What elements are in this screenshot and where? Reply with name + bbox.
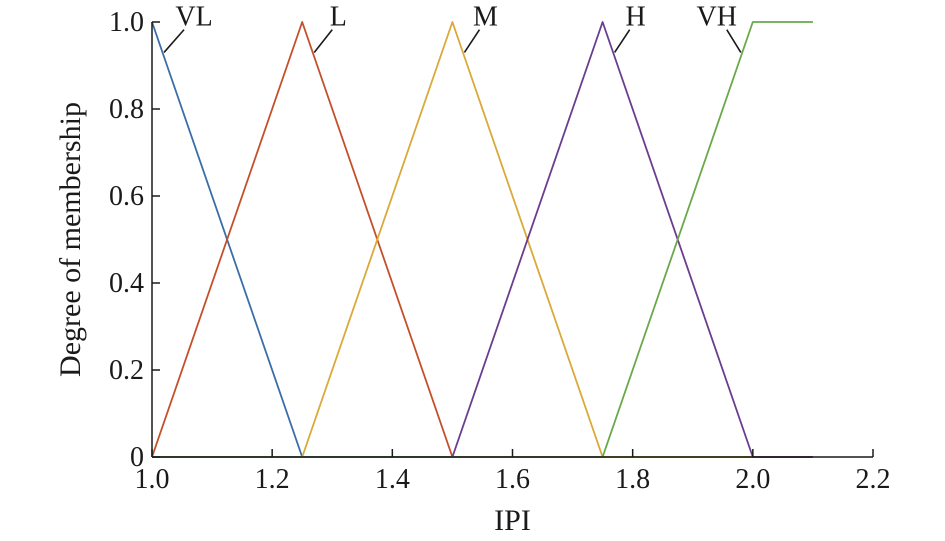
series-line-m xyxy=(152,21,753,458)
series-line-h xyxy=(152,21,813,458)
x-tick-label: 1.8 xyxy=(615,464,650,495)
series-line-vl xyxy=(151,21,813,458)
y-tick-label: 1.0 xyxy=(109,7,144,38)
y-axis-title: Degree of membership xyxy=(54,102,87,377)
x-tick-label: 2.2 xyxy=(856,464,891,495)
annotation-layer: VL L M H VH xyxy=(163,2,742,53)
series-layer xyxy=(151,21,813,458)
x-tick-label: 1.2 xyxy=(255,464,290,495)
y-tick-label: 0 xyxy=(130,442,144,473)
axes-layer: 1.0 1.2 1.4 1.6 1.8 2.0 2.2 0 0.2 0.4 0.6 0.8 1.0 xyxy=(109,7,891,495)
x-tick-label: 1.6 xyxy=(495,464,530,495)
x-tick-label: 2.0 xyxy=(735,464,770,495)
y-tick-label: 0.6 xyxy=(109,181,144,212)
leader-line-h xyxy=(613,29,631,53)
y-tick-label: 0.2 xyxy=(109,355,144,386)
series-label-h: H xyxy=(626,2,646,33)
leader-line-l xyxy=(313,29,333,53)
x-tick-label: 1.0 xyxy=(135,464,170,495)
series-line-l xyxy=(151,21,813,458)
series-label-m: M xyxy=(473,2,498,33)
series-label-vh: VH xyxy=(697,2,737,33)
x-axis-title: IPI xyxy=(494,504,531,537)
y-tick-label: 0.8 xyxy=(109,94,144,125)
series-line-vh xyxy=(152,21,813,458)
series-label-vl: VL xyxy=(175,2,212,33)
leader-line-vh xyxy=(726,29,742,53)
x-tick-label: 1.4 xyxy=(375,464,410,495)
leader-line-vl xyxy=(163,29,185,53)
series-label-l: L xyxy=(330,2,347,33)
y-tick-label: 0.4 xyxy=(109,268,144,299)
leader-line-m xyxy=(463,29,481,53)
